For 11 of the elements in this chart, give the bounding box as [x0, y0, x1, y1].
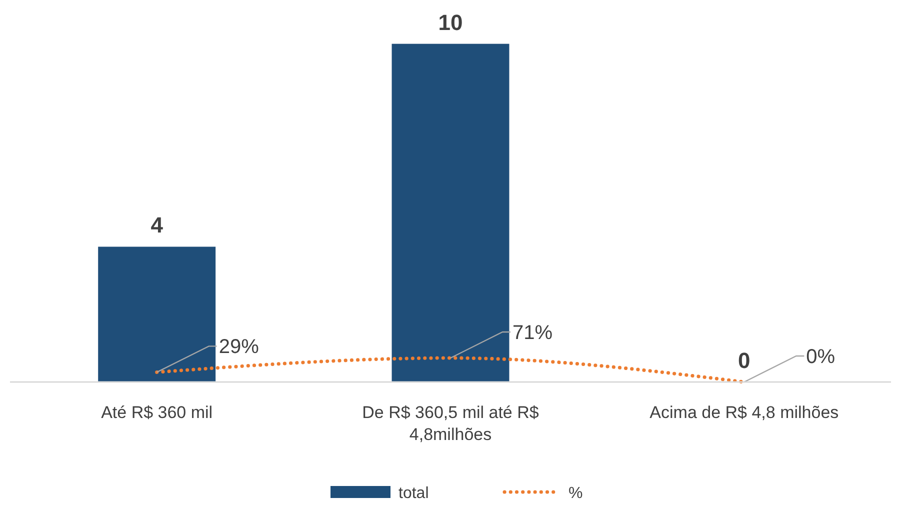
data-label: 29% [218, 336, 260, 358]
legend-label: total [398, 485, 429, 502]
data-label: 71% [512, 322, 553, 344]
x-tick-label: De R$ 360,5 mil até R$ 4,8milhões [362, 403, 540, 444]
x-tick-label: Até R$ 360 mil [101, 403, 213, 422]
x-tick-label: Acima de R$ 4,8 milhões [650, 403, 839, 422]
data-label: 0 [738, 348, 750, 373]
legend-label: % [568, 485, 583, 502]
data-label: 4 [150, 212, 164, 238]
data-label: 0% [806, 346, 836, 368]
data-label: 10 [438, 10, 463, 35]
